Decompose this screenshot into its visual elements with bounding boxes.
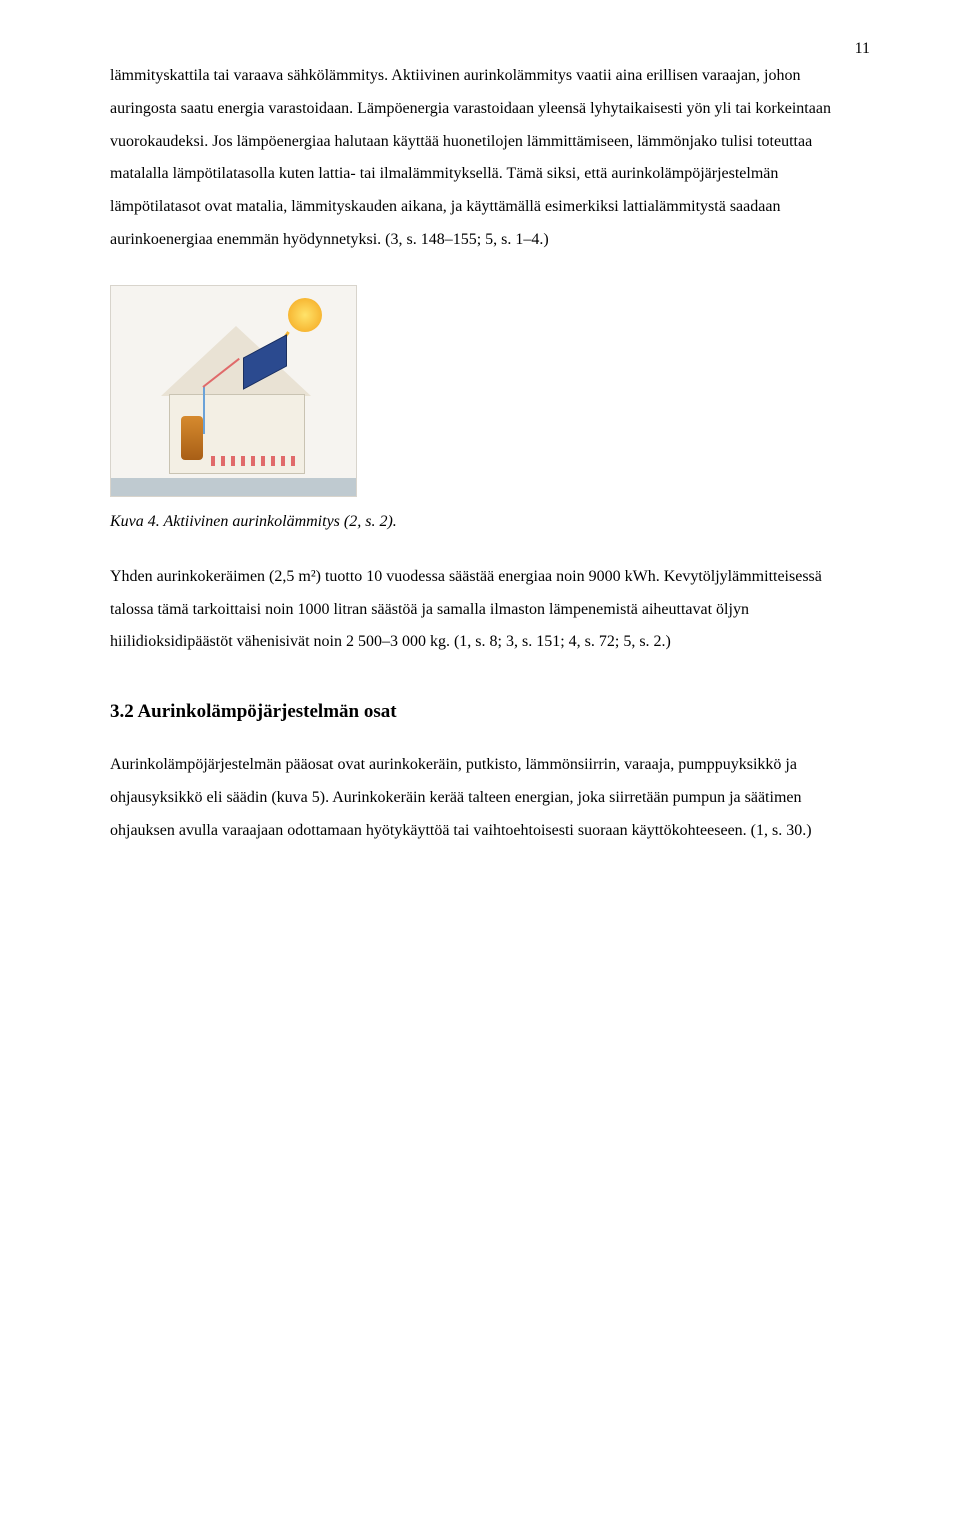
storage-tank: [181, 416, 203, 460]
page-number: 11: [855, 40, 870, 58]
house-illustration: [110, 285, 357, 497]
ground-shape: [111, 478, 356, 496]
page: 11 lämmityskattila tai varaava sähkölämm…: [0, 0, 960, 956]
floor-heating-loop: [211, 456, 295, 466]
figure-4: [110, 285, 850, 497]
pipe-cold: [203, 386, 205, 434]
section-heading-3-2: 3.2 Aurinkolämpöjärjestelmän osat: [110, 701, 850, 723]
paragraph-2: Yhden aurinkokeräimen (2,5 m²) tuotto 10…: [110, 561, 850, 659]
figure-4-caption: Kuva 4. Aktiivinen aurinkolämmitys (2, s…: [110, 513, 850, 531]
paragraph-1: lämmityskattila tai varaava sähkölämmity…: [110, 60, 850, 257]
paragraph-3: Aurinkolämpöjärjestelmän pääosat ovat au…: [110, 749, 850, 847]
